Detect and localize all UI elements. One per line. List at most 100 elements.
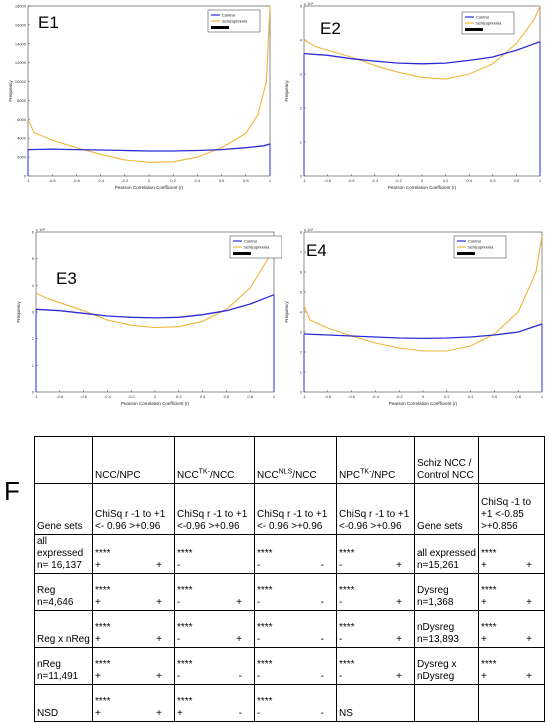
gene-set-name: Reg n=4,646 (34, 573, 93, 611)
y-tick-label: 0 (32, 390, 35, 395)
x-tick-label: -0.6 (348, 394, 356, 399)
header-cell (478, 436, 545, 484)
stat-cell: **** - + (336, 573, 415, 611)
x-tick-label: -0.6 (348, 178, 356, 183)
sign-upper: - (320, 560, 324, 571)
x-tick-label: 0.4 (468, 394, 474, 399)
legend-schizo-label: Schizophrenia (244, 245, 270, 250)
control-series-line (303, 41, 541, 65)
panel-label: E3 (56, 269, 77, 288)
sign-upper: + (526, 597, 532, 608)
sign-lower: - (257, 708, 261, 719)
subheader-cell: Gene sets (34, 483, 93, 535)
y-tick-label: 4000 (17, 136, 27, 141)
y-tick-label: 2 (300, 350, 303, 355)
significance-stars: **** (177, 622, 193, 633)
x-tick-label: -1 (302, 394, 306, 399)
sign-upper: - (320, 634, 324, 645)
sign-upper: - (320, 671, 324, 682)
significance-stars: **** (339, 548, 355, 559)
x-tick-label: -0.8 (56, 394, 64, 399)
sign-lower: + (95, 708, 101, 719)
sign-upper: - (320, 708, 324, 719)
schizophrenia-series-line (303, 235, 543, 352)
sign-lower: + (95, 634, 101, 645)
y-tick-label: 1 (300, 370, 303, 375)
chart-e4: 0 1 2 3 4 5 6 7 8 -1 -0.8 -0.6 -0.4 -0.2 0 0.2 0.4 0.6 0.8… (284, 227, 544, 406)
table-row: all expressed n= 16,137 **** + + **** - **** - -… (34, 534, 545, 574)
stat-cell: **** + + (478, 647, 545, 685)
significance-stars: **** (257, 548, 273, 559)
y-tick-label: 5 (32, 256, 35, 261)
sign-lower: - (339, 560, 343, 571)
significance-stars: **** (257, 696, 273, 707)
panel-e4: 0 1 2 3 4 5 6 7 8 -1 -0.8 -0.6 -0.4 -0.2 0 0.2 0.4 0.6 0.8… (274, 224, 550, 420)
x-axis-label: Pearson Correlation Coefficient (r) (389, 401, 458, 406)
sign-lower: + (95, 560, 101, 571)
x-tick-label: -1 (302, 178, 306, 183)
stat-cell: **** - (174, 534, 255, 574)
schiz-gene-set-name (414, 684, 479, 722)
panel-label: E2 (320, 19, 341, 38)
stat-cell: **** - - (254, 573, 337, 611)
significance-stars: **** (481, 659, 497, 670)
x-tick-label: 0.8 (515, 394, 521, 399)
sign-lower: - (339, 671, 343, 682)
sign-lower: - (177, 597, 181, 608)
y-tick-label: 10000 (15, 79, 27, 84)
x-axis-label: Pearson Correlation Coefficient (r) (121, 401, 190, 406)
legend-control-label: Control (222, 13, 235, 18)
x-tick-label: -0.8 (324, 178, 332, 183)
x-tick-label: 0.2 (176, 394, 182, 399)
y-tick-label: 2000 (17, 155, 27, 160)
stat-cell: **** - + (336, 534, 415, 574)
chart-e1: 0 2000 4000 6000 8000 10000 12000 14000 16000 180… (8, 4, 272, 191)
x-tick-label: -0.4 (97, 178, 105, 183)
table-row: nReg n=11,491 **** + + **** - - **** - - **** - + Dys… (34, 647, 545, 685)
sign-upper: + (156, 708, 162, 719)
significance-stars: **** (257, 585, 273, 596)
x-tick-label: 1 (269, 178, 272, 183)
gene-set-table: NCC/NPC NCCTK-/NCC NCCNLS/NCC NPCTK-/NPC Sch… (34, 436, 545, 722)
gene-set-name: all expressed n= 16,137 (34, 534, 93, 574)
sign-lower: - (257, 597, 261, 608)
sign-upper: - (238, 671, 242, 682)
y-tick-label: 2 (32, 336, 35, 341)
y-exponent: x 10⁴ (304, 227, 314, 232)
schizophrenia-series-line (35, 234, 275, 329)
table-subheader-row: Gene sets ChiSq r -1 to +1 <- 0.96 >+0.96… (34, 483, 545, 535)
plot-frame (27, 5, 271, 177)
x-tick-label: 0.4 (195, 178, 201, 183)
y-tick-label: 5 (300, 290, 303, 295)
y-exponent: x 10⁴ (304, 1, 314, 6)
header-cell: NPCTK-/NPC (336, 436, 415, 484)
legend-marker-bar (465, 28, 483, 31)
x-tick-label: -0.2 (396, 394, 404, 399)
sign-upper: + (156, 634, 162, 645)
y-tick-label: 12000 (15, 60, 27, 65)
schiz-gene-set-name: all expressed n=15,261 (414, 534, 479, 574)
sign-upper: + (156, 671, 162, 682)
x-tick-label: 0.6 (492, 394, 498, 399)
y-tick-label: 1 (300, 140, 303, 145)
legend-control-label: Control (476, 15, 489, 20)
gene-set-name: NSD (34, 684, 93, 722)
significance-stars: **** (177, 659, 193, 670)
x-tick-label: 0 (422, 394, 425, 399)
sign-lower: - (257, 671, 261, 682)
x-tick-label: -0.6 (80, 394, 88, 399)
sign-upper: + (156, 597, 162, 608)
y-tick-label: 6 (32, 230, 35, 235)
significance-stars: **** (339, 622, 355, 633)
schiz-gene-set-name: Dysreg x nDysreg (414, 647, 479, 685)
sign-lower: - (339, 634, 343, 645)
sign-upper: + (156, 560, 162, 571)
control-series-line (303, 323, 543, 340)
y-tick-label: 6 (300, 270, 303, 275)
sign-lower: + (95, 671, 101, 682)
stat-cell: **** + - (174, 684, 255, 722)
stat-cell: **** - + (174, 573, 255, 611)
stat-cell: **** - - (254, 684, 337, 722)
x-tick-label: 0 (148, 178, 151, 183)
stat-cell: **** + + (92, 684, 175, 722)
